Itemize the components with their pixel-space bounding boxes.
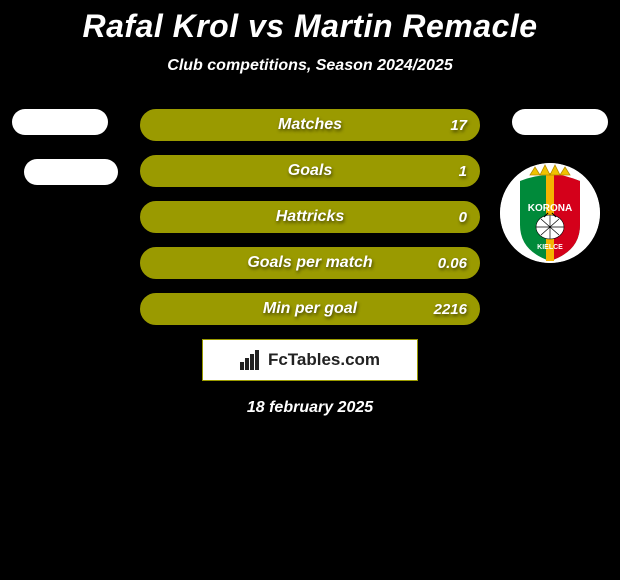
stat-value-right: 0 (459, 209, 467, 226)
flag-right-oval-icon (512, 109, 608, 135)
flag-left-oval-icon (12, 109, 108, 135)
flag-left-oval-2-icon (24, 159, 118, 185)
stat-bar: Matches 17 (140, 109, 480, 141)
stat-label: Matches (278, 116, 342, 134)
bars-icon (240, 350, 262, 370)
stat-bar: Goals per match 0.06 (140, 247, 480, 279)
stat-row: Min per goal 2216 (0, 293, 620, 325)
stats-container: KORONA KIELCE Matches 17 Goals 1 Hattricks 0 G… (0, 109, 620, 325)
stat-value-right: 1 (459, 163, 467, 180)
stat-label: Goals (288, 162, 332, 180)
stat-bar: Goals 1 (140, 155, 480, 187)
subtitle: Club competitions, Season 2024/2025 (0, 57, 620, 75)
fctables-attribution: FcTables.com (202, 339, 418, 381)
page-title: Rafal Krol vs Martin Remacle (0, 0, 620, 45)
fctables-label: FcTables.com (268, 350, 380, 370)
stat-label: Hattricks (276, 208, 344, 226)
stat-value-right: 17 (450, 117, 467, 134)
date-label: 18 february 2025 (0, 399, 620, 417)
club-badge-icon: KORONA KIELCE (500, 163, 600, 263)
stat-bar: Hattricks 0 (140, 201, 480, 233)
stat-label: Goals per match (247, 254, 372, 272)
stat-value-right: 2216 (434, 301, 467, 318)
stat-label: Min per goal (263, 300, 357, 318)
stat-value-right: 0.06 (438, 255, 467, 272)
stat-bar: Min per goal 2216 (140, 293, 480, 325)
svg-text:KORONA: KORONA (528, 203, 572, 214)
svg-text:KIELCE: KIELCE (537, 244, 563, 251)
